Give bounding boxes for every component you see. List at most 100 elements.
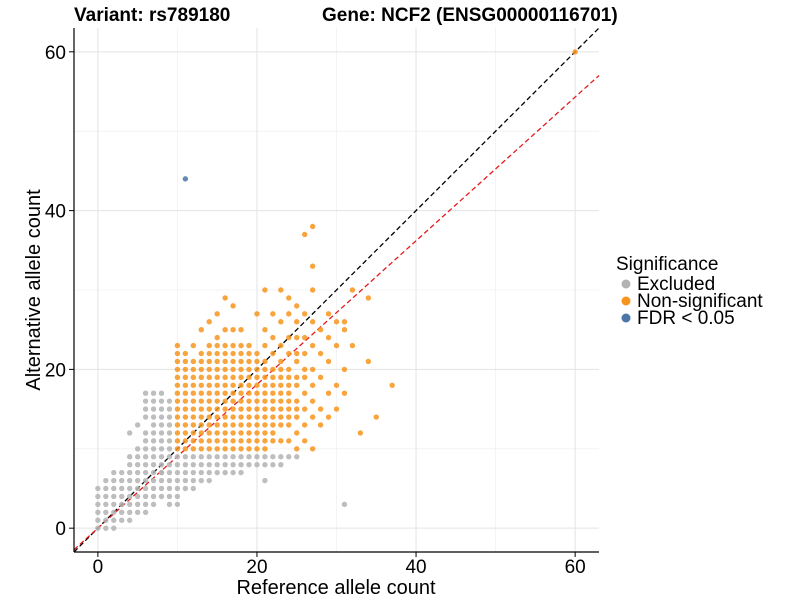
point-non-significant bbox=[286, 311, 292, 317]
point-non-significant bbox=[230, 374, 236, 381]
point-excluded bbox=[158, 446, 165, 452]
point-excluded bbox=[246, 454, 252, 460]
point-non-significant bbox=[278, 414, 284, 420]
point-non-significant bbox=[206, 374, 212, 381]
legend: Significance Excluded Non-significant FD… bbox=[616, 254, 763, 329]
point-non-significant bbox=[301, 390, 308, 396]
point-non-significant bbox=[238, 398, 244, 404]
point-non-significant bbox=[278, 382, 284, 388]
point-non-significant bbox=[301, 374, 308, 381]
point-non-significant bbox=[246, 366, 252, 373]
point-excluded bbox=[166, 485, 173, 492]
point-excluded bbox=[214, 461, 220, 468]
point-non-significant bbox=[278, 390, 284, 396]
point-excluded bbox=[126, 485, 133, 492]
point-non-significant bbox=[341, 326, 348, 333]
point-non-significant bbox=[262, 382, 268, 388]
point-non-significant bbox=[190, 422, 197, 428]
point-excluded bbox=[111, 469, 117, 476]
point-non-significant bbox=[262, 422, 268, 428]
point-excluded bbox=[166, 438, 173, 444]
point-excluded bbox=[134, 485, 141, 492]
point-excluded bbox=[158, 454, 165, 460]
point-non-significant bbox=[222, 366, 228, 373]
point-non-significant bbox=[389, 382, 395, 388]
point-excluded bbox=[222, 469, 228, 476]
point-excluded bbox=[119, 509, 125, 516]
point-non-significant bbox=[230, 438, 236, 444]
point-non-significant bbox=[214, 422, 220, 428]
point-non-significant bbox=[333, 342, 340, 349]
point-non-significant bbox=[301, 422, 308, 428]
point-non-significant bbox=[365, 295, 372, 301]
point-non-significant bbox=[278, 342, 284, 349]
point-excluded bbox=[246, 461, 252, 468]
point-excluded bbox=[158, 438, 165, 444]
point-excluded bbox=[198, 477, 204, 484]
point-non-significant bbox=[294, 334, 300, 341]
point-non-significant bbox=[317, 422, 324, 428]
point-non-significant bbox=[270, 438, 276, 444]
point-non-significant bbox=[230, 390, 236, 396]
point-non-significant bbox=[262, 366, 268, 373]
point-excluded bbox=[103, 485, 109, 492]
point-excluded bbox=[158, 493, 165, 500]
y-axis-label: Alternative allele count bbox=[23, 189, 45, 391]
point-excluded bbox=[278, 461, 284, 468]
point-non-significant bbox=[294, 446, 300, 452]
point-excluded bbox=[103, 501, 109, 508]
point-excluded bbox=[142, 446, 149, 452]
point-non-significant bbox=[246, 406, 252, 412]
point-excluded bbox=[254, 461, 260, 468]
point-excluded bbox=[126, 509, 133, 516]
point-non-significant bbox=[341, 390, 348, 396]
point-excluded bbox=[278, 454, 284, 460]
point-excluded bbox=[119, 477, 125, 484]
point-excluded bbox=[174, 469, 181, 476]
point-excluded bbox=[166, 469, 173, 476]
point-non-significant bbox=[198, 390, 204, 396]
point-non-significant bbox=[294, 430, 300, 436]
point-non-significant bbox=[214, 366, 220, 373]
point-non-significant bbox=[246, 350, 252, 357]
point-non-significant bbox=[198, 358, 204, 365]
point-non-significant bbox=[214, 398, 220, 404]
point-non-significant bbox=[286, 374, 292, 381]
point-non-significant bbox=[254, 430, 260, 436]
point-excluded bbox=[166, 477, 173, 484]
point-non-significant bbox=[309, 319, 316, 325]
point-excluded bbox=[150, 438, 157, 444]
point-excluded bbox=[150, 477, 157, 484]
point-excluded bbox=[158, 469, 165, 476]
point-non-significant bbox=[174, 358, 181, 365]
point-excluded bbox=[230, 461, 236, 468]
point-non-significant bbox=[373, 414, 379, 420]
point-non-significant bbox=[349, 342, 356, 349]
point-non-significant bbox=[198, 430, 204, 436]
point-non-significant bbox=[206, 366, 212, 373]
point-non-significant bbox=[246, 398, 252, 404]
point-excluded bbox=[142, 501, 149, 508]
point-non-significant bbox=[174, 350, 181, 357]
point-non-significant bbox=[222, 374, 228, 381]
point-non-significant bbox=[254, 422, 260, 428]
legend-key-fdr bbox=[621, 313, 631, 323]
point-non-significant bbox=[230, 406, 236, 412]
point-excluded bbox=[158, 485, 165, 492]
point-excluded bbox=[166, 414, 173, 420]
point-non-significant bbox=[174, 398, 181, 404]
point-non-significant bbox=[198, 422, 204, 428]
point-non-significant bbox=[270, 382, 276, 388]
point-non-significant bbox=[238, 422, 244, 428]
point-non-significant bbox=[262, 446, 268, 452]
point-excluded bbox=[190, 454, 197, 460]
point-excluded bbox=[134, 477, 141, 484]
point-non-significant bbox=[246, 374, 252, 381]
point-non-significant bbox=[222, 342, 228, 349]
point-excluded bbox=[150, 406, 157, 412]
y-tick-label: 0 bbox=[55, 519, 66, 540]
point-excluded bbox=[119, 485, 125, 492]
point-non-significant bbox=[238, 446, 244, 452]
point-non-significant bbox=[206, 446, 212, 452]
point-non-significant bbox=[301, 366, 308, 373]
